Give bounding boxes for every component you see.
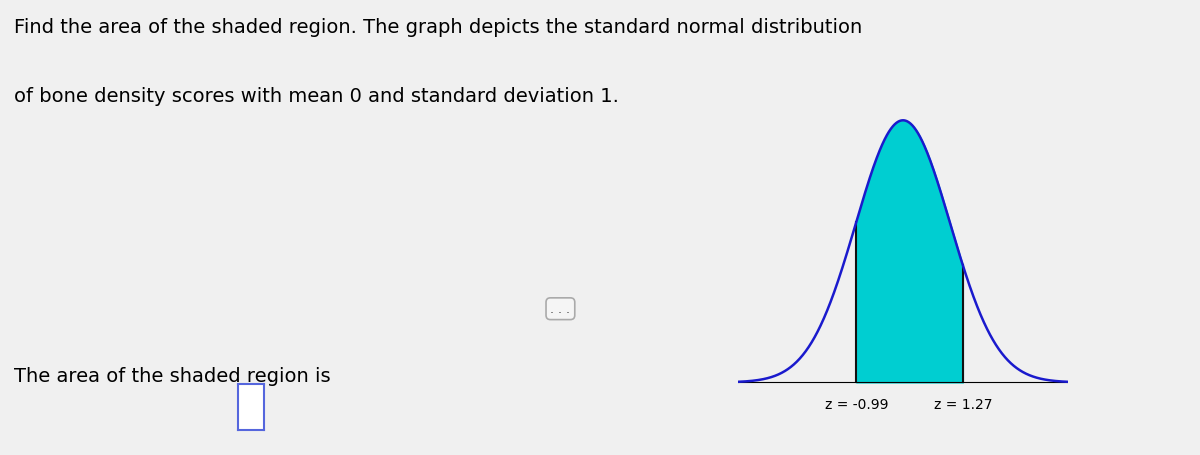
- Text: . . .: . . .: [551, 303, 570, 315]
- Text: of bone density scores with mean 0 and standard deviation 1.: of bone density scores with mean 0 and s…: [14, 86, 619, 106]
- Text: .: .: [268, 366, 274, 385]
- Text: The area of the shaded region is: The area of the shaded region is: [14, 366, 331, 385]
- Text: Find the area of the shaded region. The graph depicts the standard normal distri: Find the area of the shaded region. The …: [14, 18, 863, 37]
- Text: z = -0.99: z = -0.99: [824, 397, 888, 411]
- Text: z = 1.27: z = 1.27: [934, 397, 992, 411]
